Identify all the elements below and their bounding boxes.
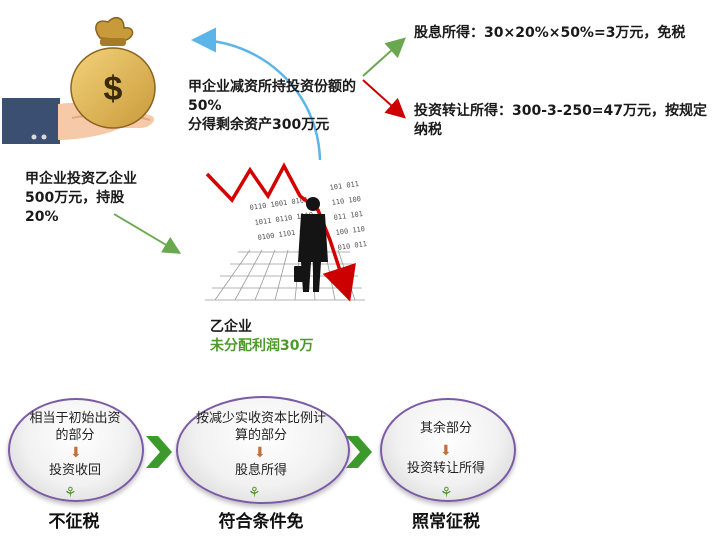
dollar-sign-icon: $ xyxy=(104,70,123,108)
chevron-right-icon xyxy=(346,436,372,468)
invest-arrow xyxy=(113,213,182,254)
svg-text:010 011: 010 011 xyxy=(337,240,367,252)
stage-bottom-text: 投资转让所得 xyxy=(406,461,485,476)
sprout-icon: ⚘ xyxy=(248,485,261,501)
reduction-note-line1: 甲企业减资所持投资份额的50% xyxy=(188,79,356,114)
down-arrow-icon: ⬇ xyxy=(254,445,266,461)
stage-top-text: 其余部分 xyxy=(419,421,472,436)
stage-top-text: 相当于初始出资的部分 xyxy=(29,411,121,443)
reduction-note-line2: 分得剩余资产300万元 xyxy=(188,117,330,133)
down-arrow-icon: ⬇ xyxy=(70,445,82,461)
stage-bottom-text: 股息所得 xyxy=(234,463,287,478)
stage-top-text: 按减少实收资本比例计算的部分 xyxy=(195,411,326,443)
company-name: 乙企业 xyxy=(210,319,252,335)
svg-text:101 011: 101 011 xyxy=(329,180,359,192)
undistributed-profit: 未分配利润30万 xyxy=(210,338,314,354)
stage-caption: 符合条件免 xyxy=(218,512,304,532)
stage-caption: 照常征税 xyxy=(412,512,480,532)
stage-circle xyxy=(8,398,144,502)
company-label: 乙企业 未分配利润30万 xyxy=(210,318,370,356)
transfer-arrow xyxy=(362,79,406,119)
sprout-icon: ⚘ xyxy=(440,485,453,501)
transfer-income-note: 投资转让所得：300-3-250=47万元，按规定纳税 xyxy=(414,103,708,138)
businessman-icon xyxy=(294,197,328,292)
stage-bottom-text: 投资收回 xyxy=(48,463,101,478)
sprout-icon: ⚘ xyxy=(64,485,77,501)
stage-circle xyxy=(380,398,516,502)
stage-circle xyxy=(176,396,350,504)
money-bag-icon xyxy=(70,17,156,129)
dividend-income-note: 股息所得：30×20%×50%=3万元，免税 xyxy=(414,25,686,41)
investor-note: 甲企业投资乙企业500万元，持股20% xyxy=(25,171,137,225)
svg-text:011 101: 011 101 xyxy=(333,210,363,222)
svg-text:110 100: 110 100 xyxy=(331,195,361,207)
svg-text:100 110: 100 110 xyxy=(335,225,365,237)
reduction-arrow xyxy=(191,27,322,161)
down-arrow-icon: ⬇ xyxy=(440,443,452,459)
chevron-right-icon xyxy=(146,436,172,468)
reduction-note: 甲企业减资所持投资份额的50% 分得剩余资产300万元 xyxy=(188,78,364,135)
dividend-arrow xyxy=(362,37,406,77)
svg-text:0110 1001 0101: 0110 1001 0101 xyxy=(249,196,309,212)
stage-caption: 不征税 xyxy=(48,512,100,532)
